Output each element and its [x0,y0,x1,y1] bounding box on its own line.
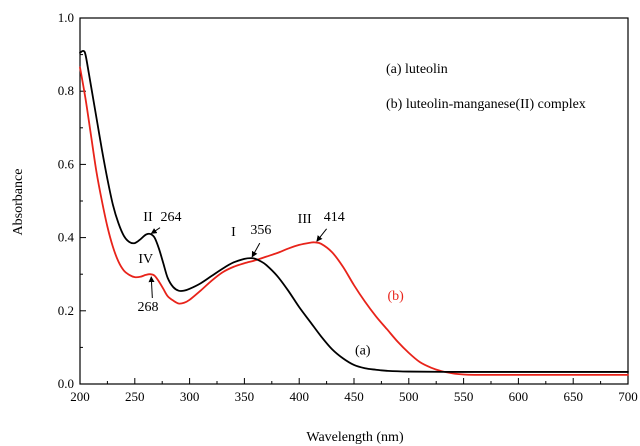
annotation-label: 268 [137,300,158,315]
x-tick-label: 250 [125,389,145,404]
annotation-label: (b) [387,289,404,304]
series-line-b [79,66,629,376]
x-tick-label: 700 [618,389,638,404]
x-axis-title: Wavelength (nm) [306,430,404,445]
annotation-arrow [150,227,161,234]
x-tick-label: 600 [509,389,529,404]
y-axis-title: Absorbance [11,169,26,236]
annotation-label: 264 [160,210,181,225]
legend-entry-a: (a) luteolin [386,62,448,77]
annotation-label: II [143,210,153,225]
annotation-arrow [251,242,261,258]
y-tick-label: 0.0 [58,376,74,391]
plot-frame [79,17,629,385]
x-tick-label: 500 [399,389,419,404]
x-tick-label: 200 [70,389,90,404]
y-tick-label: 0.8 [58,83,74,98]
annotation-label: III [298,212,312,227]
legend-entry-b: (b) luteolin-manganese(II) complex [386,97,586,112]
annotation-label: 356 [250,223,271,238]
annotation-label: I [231,225,236,240]
series-layer [79,50,629,376]
y-tick-label: 0.4 [58,230,75,245]
y-axis-ticks: 0.0 0.2 0.4 0.6 0.8 1.0 [58,10,86,391]
annotation-arrow [148,276,155,299]
y-tick-label: 1.0 [58,10,74,25]
x-tick-label: 450 [344,389,364,404]
annotation-label: (a) [355,344,371,359]
annotation-arrow [316,228,327,242]
x-tick-label: 300 [180,389,200,404]
y-tick-label: 0.6 [58,156,75,171]
x-tick-label: 400 [289,389,309,404]
x-axis-ticks: 200 250 300 350 400 450 500 550 600 650 700 [70,378,638,404]
y-tick-label: 0.2 [58,303,74,318]
series-line-a [79,50,629,373]
x-tick-label: 350 [235,389,255,404]
x-tick-label: 650 [563,389,583,404]
annotation-label: IV [138,252,153,267]
x-tick-label: 550 [454,389,474,404]
annotation-layer: II 264 I 356 III 414 IV 268 (a) (b) [137,210,404,359]
legend: (a) luteolin (b) luteolin-manganese(II) … [386,62,586,112]
plot-border [79,17,629,385]
annotation-label: 414 [324,210,345,225]
